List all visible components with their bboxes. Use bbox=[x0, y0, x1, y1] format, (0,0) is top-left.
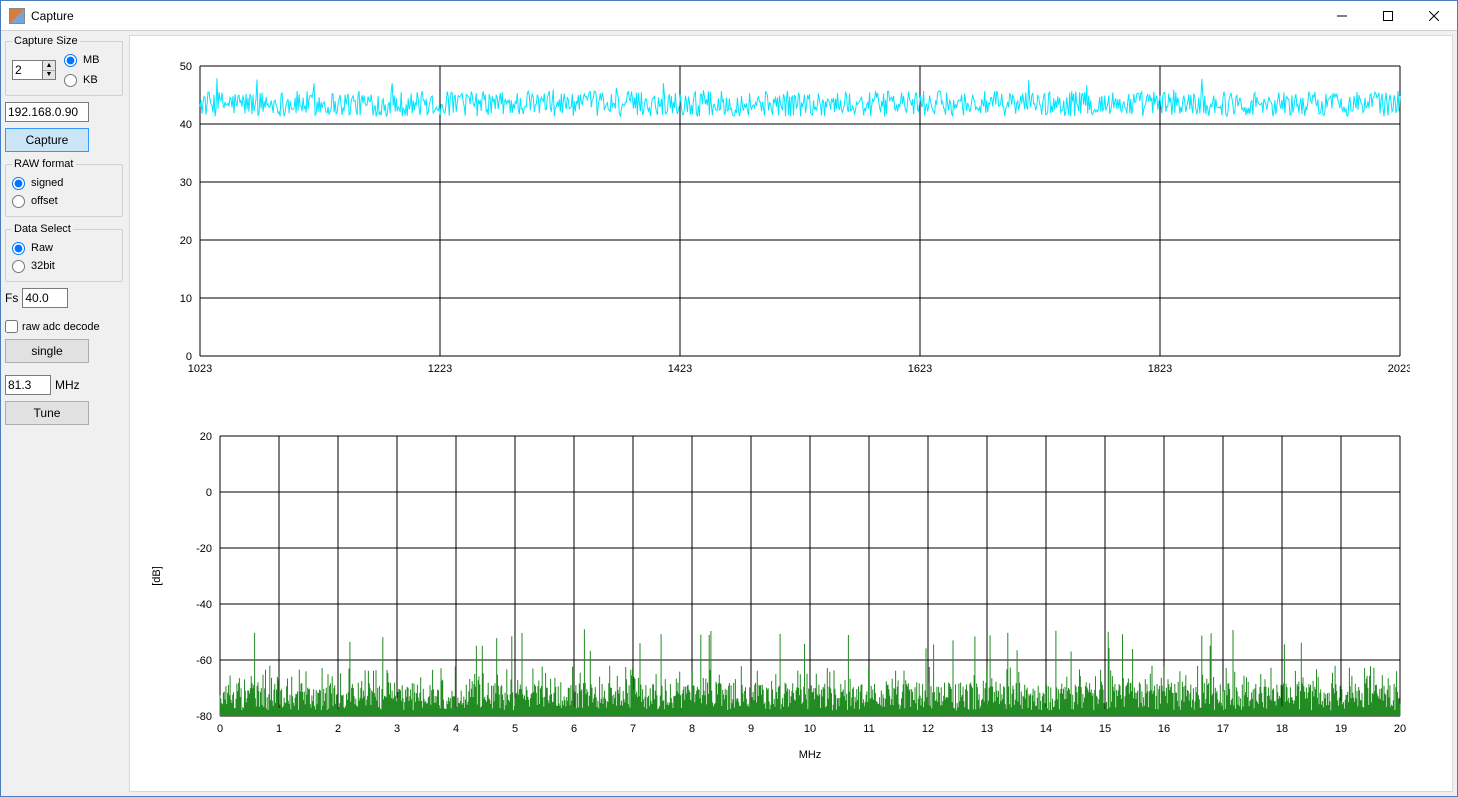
svg-text:40: 40 bbox=[180, 119, 192, 131]
svg-text:-60: -60 bbox=[196, 655, 212, 667]
svg-text:30: 30 bbox=[180, 177, 192, 189]
data-select-legend: Data Select bbox=[12, 223, 73, 235]
svg-text:0: 0 bbox=[217, 723, 223, 735]
tune-button[interactable]: Tune bbox=[5, 401, 89, 425]
close-button[interactable] bbox=[1411, 1, 1457, 31]
capture-size-group: Capture Size ▲ ▼ MB KB bbox=[5, 35, 123, 96]
svg-text:16: 16 bbox=[1158, 723, 1170, 735]
data-select-32bit-radio[interactable]: 32bit bbox=[12, 257, 116, 275]
svg-text:20: 20 bbox=[1394, 723, 1406, 735]
svg-text:-20: -20 bbox=[196, 543, 212, 555]
svg-text:-40: -40 bbox=[196, 599, 212, 611]
unit-kb-radio[interactable]: KB bbox=[64, 71, 100, 89]
svg-text:50: 50 bbox=[180, 61, 192, 73]
svg-text:14: 14 bbox=[1040, 723, 1052, 735]
tune-freq-unit: MHz bbox=[55, 378, 80, 392]
capture-button[interactable]: Capture bbox=[5, 128, 89, 152]
svg-text:1823: 1823 bbox=[1148, 363, 1172, 375]
svg-text:3: 3 bbox=[394, 723, 400, 735]
titlebar: Capture bbox=[1, 1, 1457, 31]
svg-text:-80: -80 bbox=[196, 711, 212, 723]
capture-size-spinner[interactable]: ▲ ▼ bbox=[12, 60, 56, 80]
tune-freq-input[interactable] bbox=[5, 375, 51, 395]
svg-text:10: 10 bbox=[180, 293, 192, 305]
svg-text:0: 0 bbox=[206, 487, 212, 499]
svg-text:0: 0 bbox=[186, 351, 192, 363]
svg-text:2: 2 bbox=[335, 723, 341, 735]
fs-label: Fs bbox=[5, 291, 18, 305]
svg-text:MHz: MHz bbox=[799, 749, 822, 761]
chart-top[interactable]: 1023 1223 1423 1623 1823 2023 0 10 20 30 40 50 bbox=[140, 56, 1410, 396]
svg-text:17: 17 bbox=[1217, 723, 1229, 735]
svg-text:15: 15 bbox=[1099, 723, 1111, 735]
fs-input[interactable] bbox=[22, 288, 68, 308]
raw-format-signed-radio[interactable]: signed bbox=[12, 174, 116, 192]
svg-text:19: 19 bbox=[1335, 723, 1347, 735]
unit-kb-label: KB bbox=[83, 74, 98, 86]
svg-text:[dB]: [dB] bbox=[151, 566, 163, 586]
raw-format-offset-radio[interactable]: offset bbox=[12, 192, 116, 210]
data-select-group: Data Select Raw 32bit bbox=[5, 223, 123, 282]
raw-format-group: RAW format signed offset bbox=[5, 158, 123, 217]
raw-format-signed-label: signed bbox=[31, 177, 63, 189]
svg-text:7: 7 bbox=[630, 723, 636, 735]
svg-text:10: 10 bbox=[804, 723, 816, 735]
minimize-button[interactable] bbox=[1319, 1, 1365, 31]
svg-text:20: 20 bbox=[200, 431, 212, 443]
unit-mb-label: MB bbox=[83, 54, 100, 66]
svg-text:1623: 1623 bbox=[908, 363, 932, 375]
spinner-up-icon[interactable]: ▲ bbox=[43, 61, 55, 71]
svg-text:18: 18 bbox=[1276, 723, 1288, 735]
data-select-raw-label: Raw bbox=[31, 242, 53, 254]
spinner-down-icon[interactable]: ▼ bbox=[43, 71, 55, 80]
svg-text:5: 5 bbox=[512, 723, 518, 735]
chart-bottom-wrap: 01234567891011121314151617181920-80-60-4… bbox=[140, 426, 1422, 766]
svg-text:1423: 1423 bbox=[668, 363, 692, 375]
svg-text:12: 12 bbox=[922, 723, 934, 735]
sidebar: Capture Size ▲ ▼ MB KB bbox=[5, 35, 123, 792]
chart-bottom[interactable]: 01234567891011121314151617181920-80-60-4… bbox=[140, 426, 1410, 766]
svg-text:2023: 2023 bbox=[1388, 363, 1410, 375]
data-select-raw-radio[interactable]: Raw bbox=[12, 239, 116, 257]
unit-mb-radio[interactable]: MB bbox=[64, 51, 100, 69]
single-button[interactable]: single bbox=[5, 339, 89, 363]
app-icon bbox=[9, 8, 25, 24]
raw-format-offset-label: offset bbox=[31, 195, 58, 207]
svg-text:1023: 1023 bbox=[188, 363, 212, 375]
chart-top-wrap: 1023 1223 1423 1623 1823 2023 0 10 20 30 40 50 bbox=[140, 56, 1422, 396]
svg-text:20: 20 bbox=[180, 235, 192, 247]
svg-text:8: 8 bbox=[689, 723, 695, 735]
maximize-button[interactable] bbox=[1365, 1, 1411, 31]
capture-size-input[interactable] bbox=[12, 60, 42, 80]
capture-size-legend: Capture Size bbox=[12, 35, 80, 47]
chart-area: 10231223142316231823202301020304050 0123… bbox=[129, 35, 1453, 792]
svg-text:11: 11 bbox=[863, 723, 874, 735]
raw-adc-decode-label: raw adc decode bbox=[22, 321, 100, 333]
svg-text:1223: 1223 bbox=[428, 363, 452, 375]
window-title: Capture bbox=[31, 9, 74, 23]
svg-text:1: 1 bbox=[276, 723, 282, 735]
raw-format-legend: RAW format bbox=[12, 158, 76, 170]
raw-adc-decode-checkbox[interactable]: raw adc decode bbox=[5, 320, 123, 333]
svg-text:13: 13 bbox=[981, 723, 993, 735]
data-select-32bit-label: 32bit bbox=[31, 260, 55, 272]
svg-text:9: 9 bbox=[748, 723, 754, 735]
svg-text:6: 6 bbox=[571, 723, 577, 735]
svg-text:4: 4 bbox=[453, 723, 459, 735]
ip-address-input[interactable] bbox=[5, 102, 89, 122]
